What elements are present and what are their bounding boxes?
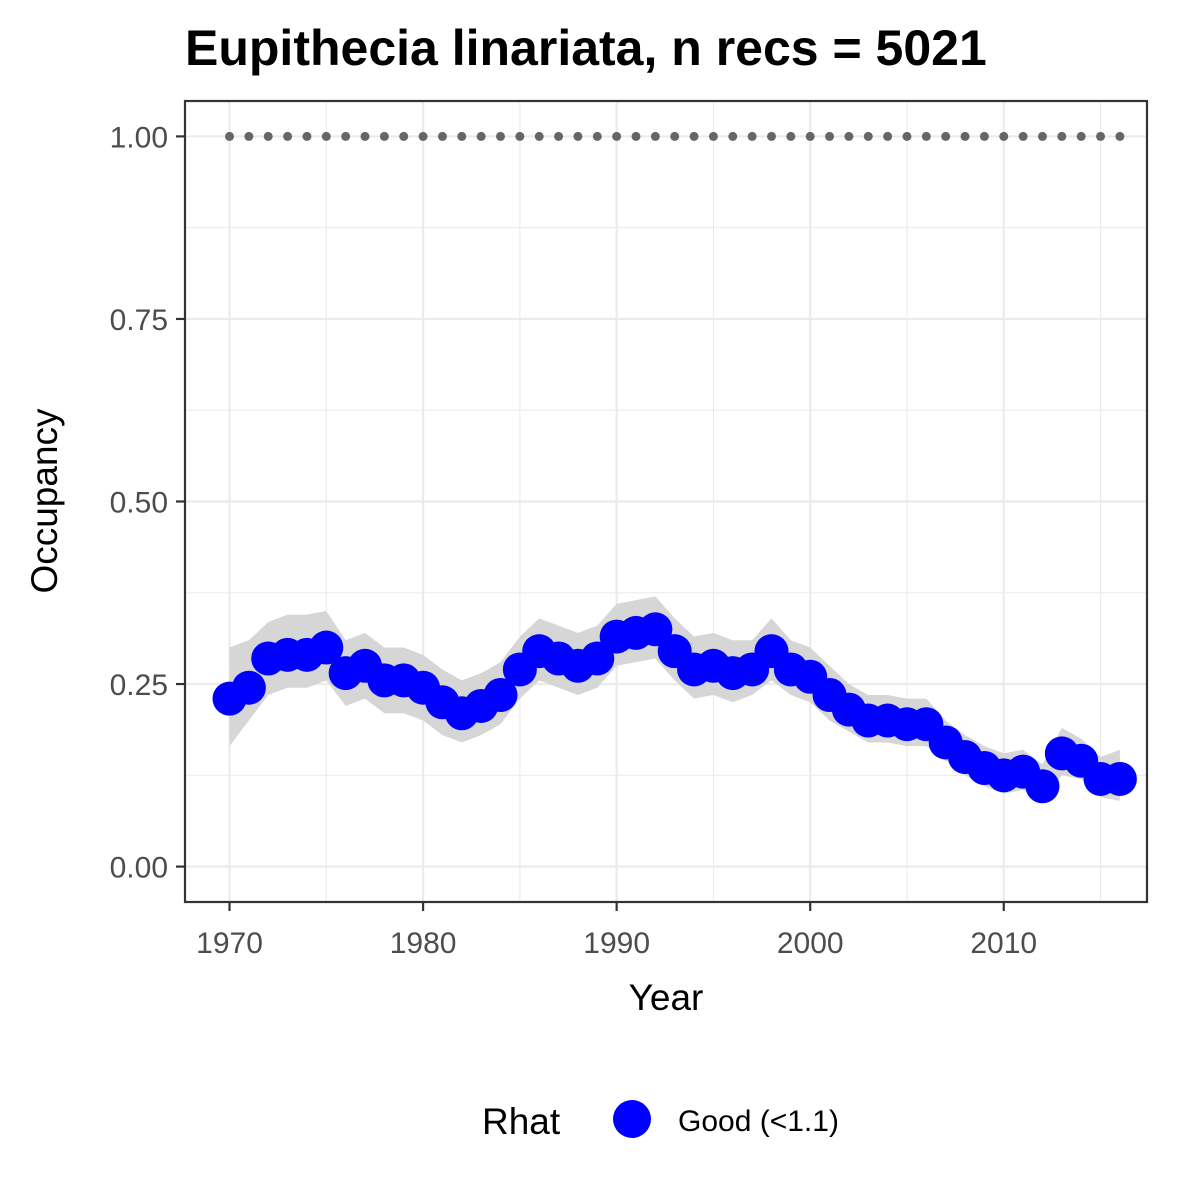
- reference-point: [902, 131, 912, 141]
- reference-point: [708, 131, 718, 141]
- reference-point: [631, 131, 641, 141]
- reference-point: [786, 131, 796, 141]
- reference-point: [592, 131, 602, 141]
- x-axis: 1970 1980 1990 2000 2010: [196, 902, 1037, 960]
- reference-point: [263, 131, 273, 141]
- legend-title: Rhat: [482, 1101, 561, 1142]
- data-point: [1102, 761, 1137, 796]
- reference-point: [283, 131, 293, 141]
- y-tick-label: 1.00: [110, 121, 168, 154]
- reference-point: [1076, 131, 1086, 141]
- reference-point: [418, 131, 428, 141]
- reference-point: [457, 131, 467, 141]
- y-tick-label: 0.50: [110, 487, 168, 520]
- legend: Rhat Good (<1.1): [482, 1100, 839, 1142]
- x-axis-title: Year: [629, 977, 704, 1018]
- reference-point: [360, 131, 370, 141]
- reference-point: [496, 131, 506, 141]
- reference-point: [650, 131, 660, 141]
- reference-point: [302, 131, 312, 141]
- legend-key-point: [613, 1100, 651, 1138]
- reference-point: [1115, 131, 1125, 141]
- data-point: [231, 670, 266, 705]
- reference-point: [321, 131, 331, 141]
- reference-point: [1018, 131, 1028, 141]
- reference-point: [554, 131, 564, 141]
- reference-point: [766, 131, 776, 141]
- reference-point: [612, 131, 622, 141]
- reference-point: [960, 131, 970, 141]
- y-tick-label: 0.00: [110, 852, 168, 885]
- reference-point: [1037, 131, 1047, 141]
- reference-point: [844, 131, 854, 141]
- reference-point: [225, 131, 235, 141]
- reference-point: [1096, 131, 1106, 141]
- data-point: [580, 641, 615, 676]
- x-tick-label: 2000: [777, 927, 844, 960]
- x-tick-label: 1980: [390, 927, 457, 960]
- y-tick-label: 0.25: [110, 669, 168, 702]
- reference-point: [341, 131, 351, 141]
- reference-point: [863, 131, 873, 141]
- reference-point: [805, 131, 815, 141]
- legend-label: Good (<1.1): [678, 1105, 839, 1138]
- reference-point: [573, 131, 583, 141]
- reference-point: [825, 131, 835, 141]
- reference-point: [747, 131, 757, 141]
- reference-point: [1057, 131, 1067, 141]
- reference-point: [437, 131, 447, 141]
- x-tick-label: 1990: [583, 927, 650, 960]
- reference-point: [515, 131, 525, 141]
- reference-point: [534, 131, 544, 141]
- reference-point: [728, 131, 738, 141]
- reference-point: [883, 131, 893, 141]
- data-point: [1025, 769, 1060, 804]
- reference-point: [999, 131, 1009, 141]
- data-point: [309, 630, 344, 665]
- data-point: [483, 677, 518, 712]
- reference-point: [379, 131, 389, 141]
- y-axis-title: Occupancy: [24, 408, 65, 594]
- reference-point: [399, 131, 409, 141]
- chart-title: Eupithecia linariata, n recs = 5021: [185, 20, 987, 76]
- reference-point: [979, 131, 989, 141]
- reference-point: [476, 131, 486, 141]
- y-tick-label: 0.75: [110, 304, 168, 337]
- grid-major: [185, 101, 1147, 902]
- plot-panel: [183, 99, 1149, 904]
- x-tick-label: 1970: [196, 927, 263, 960]
- reference-point: [670, 131, 680, 141]
- data-point: [638, 612, 673, 647]
- reference-point: [689, 131, 699, 141]
- x-tick-label: 2010: [970, 927, 1037, 960]
- reference-line: [225, 131, 1125, 141]
- y-axis: 0.00 0.25 0.50 0.75 1.00: [110, 121, 185, 885]
- reference-point: [921, 131, 931, 141]
- reference-point: [941, 131, 951, 141]
- occupancy-points: [212, 612, 1137, 804]
- grid-minor: [185, 101, 1147, 902]
- reference-point: [244, 131, 254, 141]
